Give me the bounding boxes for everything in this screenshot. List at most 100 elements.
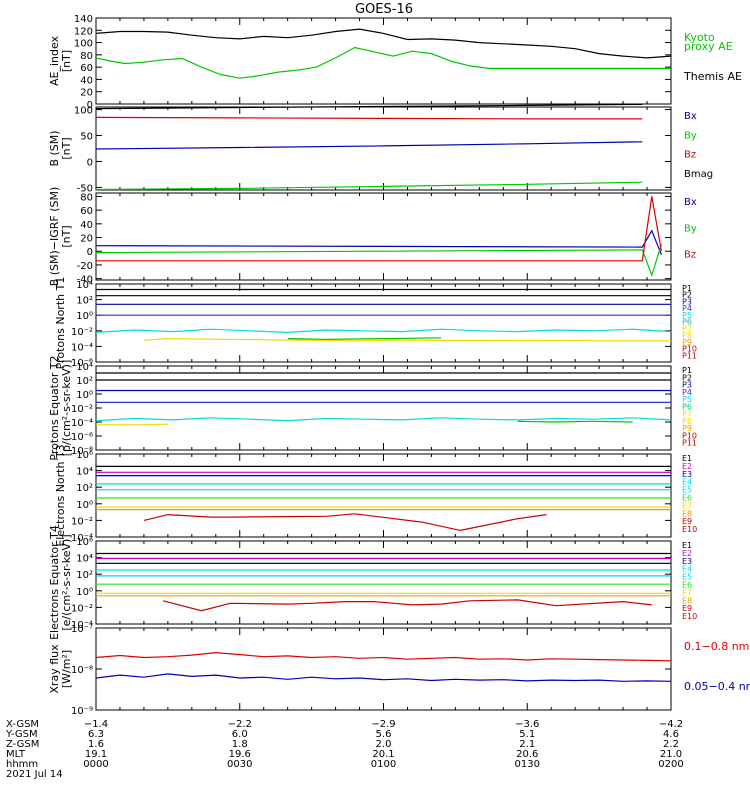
panel-3-series-3 (96, 196, 662, 262)
panel-2-series-4 (95, 103, 643, 110)
panel-5-series-6 (517, 420, 633, 423)
panel-3-series-2 (95, 244, 662, 278)
panel-7-ytick-label: 10⁻⁴ (71, 620, 93, 631)
panel-2-series-3 (95, 116, 643, 120)
panel-4-legend-item: P1 (682, 284, 692, 293)
panel-4-ytick-label: 10² (76, 296, 93, 307)
panel-2-ytick-label: -50 (77, 183, 93, 194)
footer-cell: 6.3 (88, 729, 104, 740)
panel-3-legend-item: By (684, 223, 697, 234)
panel-7-legend-item: E9 (682, 604, 692, 613)
panel-6-legend-item: E10 (682, 525, 697, 534)
footer-cell: 0030 (227, 759, 252, 770)
panel-4-ytick-label: 10⁰ (76, 311, 93, 322)
panel-4-ylabel: Protons North T1 (54, 277, 67, 370)
panel-6-legend-item: E8 (682, 509, 692, 518)
footer-cell: 1.8 (232, 739, 248, 750)
panel-6-series-9 (143, 513, 547, 532)
footer-cell: 5.1 (519, 729, 535, 740)
panel-5-ytick-label: 10⁴ (76, 362, 93, 373)
footer-cell: 0100 (371, 759, 396, 770)
panel-6-legend-item: E2 (682, 462, 692, 471)
panel-5-ytick-label: 10⁰ (76, 390, 93, 401)
panel-1-ytick-label: 0 (87, 100, 93, 111)
footer-cell: 2.1 (519, 739, 535, 750)
panel-4-legend-item: P2 (682, 291, 692, 300)
panel-6-legend-item: E1 (682, 454, 692, 463)
panel-8-frame (95, 627, 672, 711)
panel-6-ytick-label: 10⁰ (76, 500, 93, 511)
panel-5-legend-item: P10 (682, 431, 697, 440)
panel-7-ylabel: Electrons Equator T4[e/(cm²-s-sr-keV)] (48, 525, 73, 640)
panel-7-legend-item: E3 (682, 557, 692, 566)
panel-6-ytick-label: 10² (76, 483, 93, 494)
footer-cell: 4.6 (663, 729, 679, 740)
panel-3-ytick-label: 80 (80, 192, 93, 203)
panel-4-legend-item: P9 (682, 338, 692, 347)
panel-4-series-7 (143, 337, 671, 342)
panel-3-ytick-label: 0 (87, 247, 93, 258)
panel-1-ytick-label: 140 (74, 14, 93, 25)
panel-8-legend-item: 0.1−0.8 nm (684, 640, 749, 653)
footer-cell: 19.6 (229, 749, 251, 760)
footer-cell: 2.0 (376, 739, 392, 750)
panel-1-ylabel: AE_index[nT] (48, 35, 73, 86)
footer-row-label: Z-GSM (6, 739, 39, 750)
panel-1-ytick-label: 80 (80, 51, 93, 62)
panel-3-ylabel: B (SM)−IGRF (SM)[nT] (48, 187, 73, 287)
panel-6-ytick-label: 10⁶ (76, 450, 93, 461)
panel-1-legend-item: Kyoto (684, 31, 715, 44)
panel-5-legend-item: P11 (682, 439, 697, 448)
panel-7-legend-item: E4 (682, 565, 692, 574)
panel-7-ytick-label: 10² (76, 570, 93, 581)
footer-cell: −2.2 (228, 719, 252, 730)
panel-5-frame (95, 365, 672, 451)
footer-row-label: Y-GSM (5, 729, 38, 740)
panel-8-ylabel-line: [W/m²] (60, 650, 73, 688)
panel-6-legend-item: E4 (682, 478, 692, 487)
panel-2-ylabel-line: B (SM) (48, 130, 61, 166)
panel-2-legend-item: Bx (684, 111, 697, 122)
panel-5-ytick-label: 10⁻⁸ (71, 446, 93, 457)
panel-4-series-6 (287, 337, 442, 341)
footer-date: 2021 Jul 14 (6, 769, 63, 780)
panel-7-legend-item: E10 (682, 612, 697, 621)
panel-8-legend-item: 0.05−0.4 nm (684, 680, 750, 693)
panel-5-legend-item: P2 (682, 373, 692, 382)
panel-1-legend-item: proxy AE (684, 40, 733, 53)
panel-5-legend-item: P8 (682, 417, 692, 426)
panel-5-legend-item: P5 (682, 395, 692, 404)
footer-cell: −4.2 (659, 719, 683, 730)
footer-row-label: MLT (6, 749, 26, 760)
panel-7-series-9 (162, 599, 652, 612)
panel-5-legend-item: P7 (682, 410, 692, 419)
panel-8-series-2 (95, 673, 672, 682)
panel-7-legend-item: E7 (682, 588, 692, 597)
panel-7-ytick-label: 10⁶ (76, 537, 93, 548)
footer-cell: 0000 (83, 759, 108, 770)
panel-2-ylabel: B (SM)[nT] (48, 130, 73, 166)
panel-1-ytick-label: 120 (74, 26, 93, 37)
panel-5-series-5 (95, 417, 672, 422)
panel-5-ylabel-line: Protons Equator T2 (48, 355, 61, 460)
panel-8-ytick-label: 10⁻⁹ (71, 706, 93, 717)
panel-7-ytick-label: 10⁰ (76, 587, 93, 598)
panel-1-ytick-label: 60 (80, 63, 93, 74)
footer-cell: 2.2 (663, 739, 679, 750)
panel-5-legend-item: P1 (682, 366, 692, 375)
panel-5-legend-item: P3 (682, 381, 692, 390)
panel-6-legend-item: E3 (682, 470, 692, 479)
panel-4-legend-item: P11 (682, 351, 697, 360)
panel-7-ytick-label: 10⁴ (76, 554, 93, 565)
panel-6-legend-item: E7 (682, 501, 692, 510)
panel-3-frame (95, 192, 672, 281)
panel-2-ytick-label: 50 (80, 132, 93, 143)
panel-2-ytick-label: 0 (87, 157, 93, 168)
panel-5-ytick-label: 10⁻⁴ (71, 418, 93, 429)
panel-4-ylabel-line: Protons North T1 (54, 277, 67, 370)
panel-6-legend-item: E5 (682, 486, 692, 495)
panel-4-ytick-label: 10⁻⁶ (71, 358, 93, 369)
panel-2-ytick-label: 100 (74, 106, 93, 117)
panel-2-legend-item: By (684, 130, 697, 141)
